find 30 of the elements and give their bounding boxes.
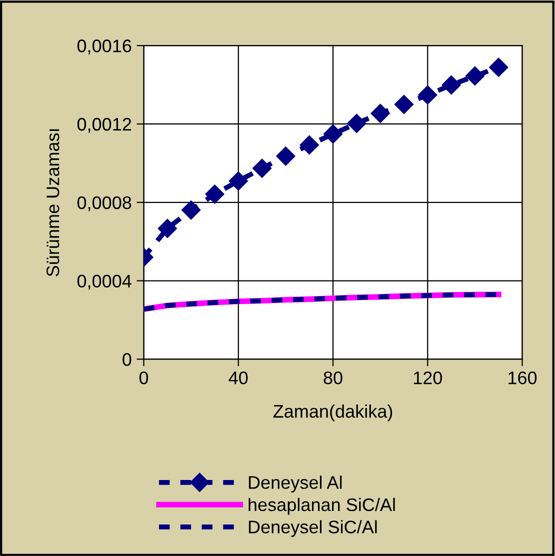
x-tick-label: 80 <box>324 371 342 384</box>
y-tick-label: 0,0004 <box>77 274 132 290</box>
point <box>347 114 366 133</box>
y-tick-label: 0,0008 <box>77 196 132 212</box>
point <box>205 184 224 204</box>
legend-label: Deneysel Al <box>248 476 342 492</box>
x-tick-label: 40 <box>228 371 248 384</box>
point <box>465 66 484 86</box>
point <box>442 75 461 95</box>
point <box>252 158 272 178</box>
y-tick-label: 0,0016 <box>77 40 132 54</box>
point <box>418 85 438 105</box>
x-tick-label: 160 <box>508 371 537 384</box>
legend-label: Deneysel SiC/Al <box>248 520 377 537</box>
point <box>370 104 390 123</box>
y-tick-label: 0,0012 <box>77 118 132 133</box>
y-axis-title: Sürünme Uzaması <box>46 129 60 276</box>
y-tick-label: 0 <box>122 353 132 366</box>
x-tick-label: 120 <box>414 371 442 384</box>
legend-label: hesaplanan SiC/Al <box>248 498 395 515</box>
point <box>182 200 201 220</box>
x-axis-title: Zaman(dakika) <box>273 404 392 422</box>
point <box>158 218 177 238</box>
point <box>228 171 248 191</box>
x-tick-label: 0 <box>139 371 148 384</box>
point <box>489 58 508 77</box>
point <box>276 146 296 166</box>
point <box>323 124 343 144</box>
point <box>300 135 319 154</box>
point <box>394 94 414 114</box>
